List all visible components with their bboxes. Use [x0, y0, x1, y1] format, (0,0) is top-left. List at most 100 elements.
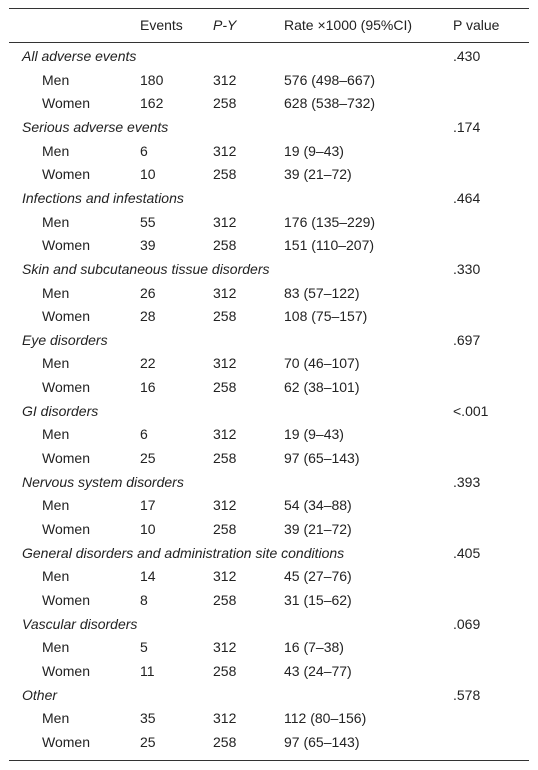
group-title: General disorders and administration sit…	[22, 544, 345, 561]
events: 25	[140, 450, 156, 467]
events: 10	[140, 166, 156, 183]
rate: 45 (27–76)	[284, 568, 352, 585]
rate: 62 (38–101)	[284, 379, 360, 396]
person-years: 312	[213, 355, 237, 372]
events: 16	[140, 379, 156, 396]
events: 55	[140, 213, 156, 230]
p-value: .430	[453, 48, 481, 64]
person-years: 258	[213, 379, 237, 396]
rate: 151 (110–207)	[284, 237, 375, 254]
events: 14	[140, 568, 156, 585]
rate: 112 (80–156)	[284, 710, 367, 727]
p-value: .330	[453, 260, 481, 277]
events: 162	[140, 95, 164, 112]
events: 10	[140, 521, 156, 537]
group-title: Vascular disorders	[22, 615, 138, 632]
header-rule	[9, 42, 529, 43]
events: 39	[140, 237, 156, 254]
row-label: Women	[42, 733, 90, 750]
header-cell: Rate ×1000 (95%CI)	[284, 17, 413, 33]
rate: 83 (57–122)	[284, 284, 360, 301]
header-cell: P-Y	[213, 17, 237, 33]
rate: 576 (498–667)	[284, 71, 376, 88]
events: 22	[140, 355, 156, 372]
p-value: <.001	[453, 402, 489, 419]
person-years: 312	[213, 71, 237, 88]
group-title: GI disorders	[22, 402, 99, 419]
row-label: Men	[42, 284, 70, 301]
rate: 39 (21–72)	[284, 521, 352, 537]
p-value: .174	[453, 118, 481, 135]
row-label: Men	[42, 355, 70, 372]
row-label: Men	[42, 710, 70, 727]
rate: 39 (21–72)	[284, 166, 352, 183]
person-years: 312	[213, 497, 237, 514]
events: 28	[140, 308, 156, 325]
group-title: Eye disorders	[22, 331, 108, 348]
events: 5	[140, 639, 148, 656]
person-years: 258	[213, 591, 237, 608]
events: 6	[140, 426, 148, 443]
rate: 97 (65–143)	[284, 450, 360, 467]
rate: 16 (7–38)	[284, 639, 344, 656]
rate: 19 (9–43)	[284, 142, 344, 159]
person-years: 312	[213, 639, 237, 656]
row-label: Men	[42, 497, 70, 514]
group-title: Nervous system disorders	[22, 473, 184, 490]
person-years: 258	[213, 237, 237, 254]
group-title: Serious adverse events	[22, 118, 169, 135]
row-label: Women	[42, 308, 90, 325]
row-label: Men	[42, 426, 70, 443]
group-title: Infections and infestations	[22, 189, 184, 206]
person-years: 258	[213, 95, 237, 112]
events: 35	[140, 710, 156, 727]
row-label: Women	[42, 379, 90, 396]
person-years: 312	[213, 213, 237, 230]
p-value: .697	[453, 331, 481, 348]
person-years: 258	[213, 733, 237, 750]
person-years: 258	[213, 662, 237, 679]
rate: 43 (24–77)	[284, 662, 352, 679]
events: 6	[140, 142, 148, 159]
p-value: .578	[453, 686, 481, 703]
row-label: Women	[42, 591, 90, 608]
top-rule	[9, 8, 529, 9]
person-years: 312	[213, 710, 237, 727]
person-years: 312	[213, 284, 237, 301]
row-label: Women	[42, 662, 90, 679]
events: 17	[140, 497, 156, 514]
group-title: Other	[22, 686, 58, 703]
person-years: 312	[213, 568, 237, 585]
row-label: Men	[42, 71, 70, 88]
row-label: Men	[42, 568, 70, 585]
group-title: All adverse events	[22, 48, 137, 64]
person-years: 258	[213, 166, 237, 183]
header-cell: Events	[140, 17, 183, 33]
row-label: Women	[42, 450, 90, 467]
person-years: 258	[213, 521, 237, 537]
row-label: Men	[42, 639, 70, 656]
rate: 97 (65–143)	[284, 733, 360, 750]
rate: 628 (538–732)	[284, 95, 376, 112]
rate: 108 (75–157)	[284, 308, 368, 325]
events: 26	[140, 284, 156, 301]
row-label: Men	[42, 142, 70, 159]
events: 8	[140, 591, 148, 608]
p-value: .069	[453, 615, 481, 632]
row-label: Women	[42, 521, 90, 537]
group-title: Skin and subcutaneous tissue disorders	[22, 260, 270, 277]
person-years: 312	[213, 142, 237, 159]
p-value: .405	[453, 544, 481, 561]
row-label: Women	[42, 95, 90, 112]
p-value: .393	[453, 473, 481, 490]
events: 11	[140, 662, 155, 679]
rate: 70 (46–107)	[284, 355, 360, 372]
header-cell: P value	[453, 17, 500, 33]
rate: 54 (34–88)	[284, 497, 352, 514]
events: 25	[140, 733, 156, 750]
rate: 19 (9–43)	[284, 426, 344, 443]
events: 180	[140, 71, 164, 88]
row-label: Women	[42, 237, 90, 254]
person-years: 258	[213, 450, 237, 467]
